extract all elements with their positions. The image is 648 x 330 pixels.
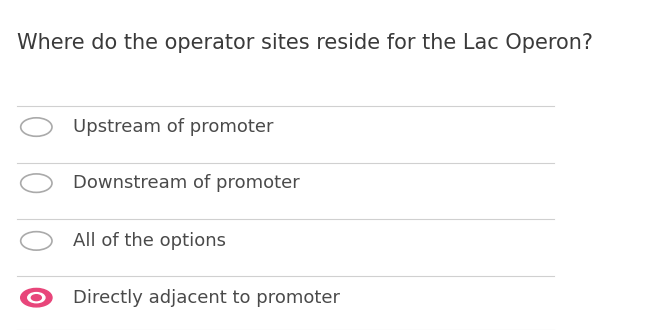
- Text: Downstream of promoter: Downstream of promoter: [73, 174, 299, 192]
- Text: Directly adjacent to promoter: Directly adjacent to promoter: [73, 289, 340, 307]
- Circle shape: [21, 288, 52, 307]
- Text: Where do the operator sites reside for the Lac Operon?: Where do the operator sites reside for t…: [17, 33, 593, 53]
- Text: All of the options: All of the options: [73, 232, 226, 250]
- Circle shape: [28, 293, 45, 303]
- Text: Upstream of promoter: Upstream of promoter: [73, 118, 273, 136]
- Circle shape: [31, 295, 41, 301]
